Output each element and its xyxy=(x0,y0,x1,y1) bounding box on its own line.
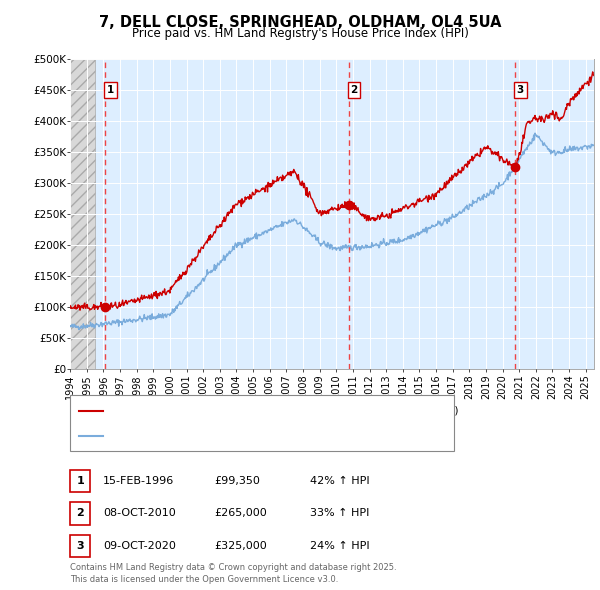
Text: This data is licensed under the Open Government Licence v3.0.: This data is licensed under the Open Gov… xyxy=(70,575,338,584)
Text: 1: 1 xyxy=(107,85,114,95)
Text: 1: 1 xyxy=(76,476,84,486)
Text: £99,350: £99,350 xyxy=(214,476,260,486)
Text: 3: 3 xyxy=(517,85,524,95)
Text: Contains HM Land Registry data © Crown copyright and database right 2025.: Contains HM Land Registry data © Crown c… xyxy=(70,563,397,572)
Text: HPI: Average price, detached house, Oldham: HPI: Average price, detached house, Oldh… xyxy=(108,431,342,441)
Text: 09-OCT-2020: 09-OCT-2020 xyxy=(103,541,176,550)
Text: 3: 3 xyxy=(76,541,84,550)
Text: 2: 2 xyxy=(350,85,358,95)
Text: 08-OCT-2010: 08-OCT-2010 xyxy=(103,509,176,518)
Text: 42% ↑ HPI: 42% ↑ HPI xyxy=(310,476,370,486)
Text: 2: 2 xyxy=(76,509,84,518)
Text: 15-FEB-1996: 15-FEB-1996 xyxy=(103,476,175,486)
Bar xyxy=(70,59,95,369)
Text: £325,000: £325,000 xyxy=(214,541,267,550)
Text: 33% ↑ HPI: 33% ↑ HPI xyxy=(310,509,370,518)
Text: Price paid vs. HM Land Registry's House Price Index (HPI): Price paid vs. HM Land Registry's House … xyxy=(131,27,469,40)
Text: 7, DELL CLOSE, SPRINGHEAD, OLDHAM, OL4 5UA: 7, DELL CLOSE, SPRINGHEAD, OLDHAM, OL4 5… xyxy=(99,15,501,30)
Text: 24% ↑ HPI: 24% ↑ HPI xyxy=(310,541,370,550)
Text: £265,000: £265,000 xyxy=(214,509,267,518)
Text: 7, DELL CLOSE, SPRINGHEAD, OLDHAM, OL4 5UA (detached house): 7, DELL CLOSE, SPRINGHEAD, OLDHAM, OL4 5… xyxy=(108,406,458,416)
